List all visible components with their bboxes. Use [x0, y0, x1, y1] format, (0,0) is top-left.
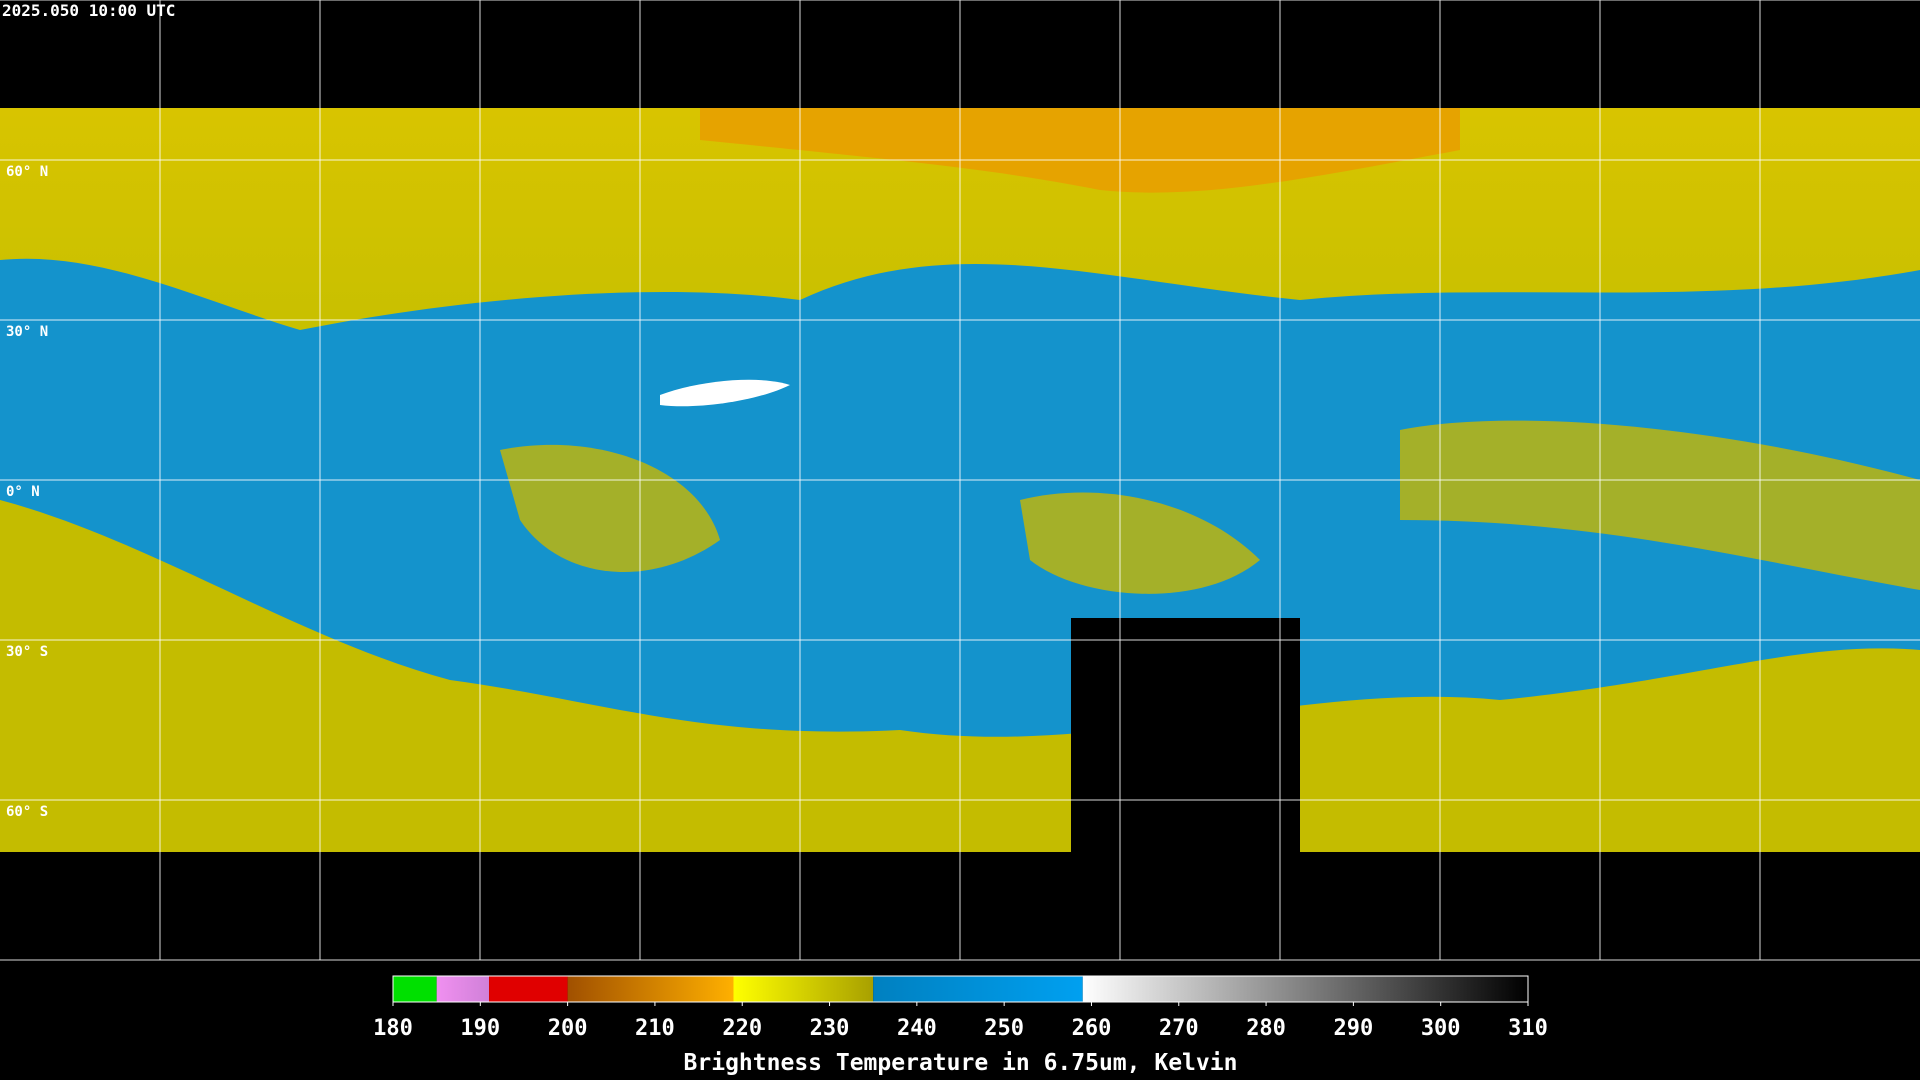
convection-west-pacific: [1400, 420, 1920, 590]
convection-south-america: [500, 444, 720, 573]
colorbar-tick-label: 300: [1421, 1016, 1461, 1041]
dry-patch: [660, 379, 790, 407]
colorbar-tick-label: 210: [635, 1016, 675, 1041]
colorbar-tick-label: 220: [722, 1016, 762, 1041]
colorbar-tick-label: 310: [1508, 1016, 1548, 1041]
colorbar-segment: [567, 976, 734, 1002]
colorbar-segment: [733, 976, 874, 1002]
colorbar-segment: [489, 976, 568, 1002]
timestamp: 2025.050 10:00 UTC: [2, 1, 175, 20]
colorbar-frame: [392, 975, 1529, 1003]
colorbar-label: Brightness Temperature in 6.75um, Kelvin: [684, 1050, 1238, 1076]
colorbar-tick-label: 180: [373, 1016, 413, 1041]
missing-data: [1071, 618, 1300, 852]
graticule: 60° N 30° N 0° N 30° S 60° S: [0, 0, 1920, 961]
colorbar-tick-label: 200: [548, 1016, 588, 1041]
colorbar: 180 190 200 210 220 230 240 250 260 270 280 290 300 3…: [373, 975, 1548, 1076]
colorbar-tick-label: 250: [984, 1016, 1024, 1041]
convection-africa: [1020, 492, 1260, 594]
lat-label: 60° S: [6, 804, 48, 820]
cold-band-north: [700, 108, 1460, 193]
colorbar-tick-label: 260: [1072, 1016, 1112, 1041]
colorbar-tick-label: 190: [460, 1016, 500, 1041]
colorbar-tick-label: 270: [1159, 1016, 1199, 1041]
colorbar-segment: [873, 976, 1083, 1002]
colorbar-segment: [1082, 976, 1528, 1002]
space-south: [0, 852, 308, 960]
colorbar-tick-label: 280: [1246, 1016, 1286, 1041]
colorbar-tick-label: 240: [897, 1016, 937, 1041]
colorbar-segment: [436, 976, 490, 1002]
lat-label: 30° N: [6, 324, 48, 340]
colorbar-segment: [393, 976, 437, 1002]
lat-label: 30° S: [6, 644, 48, 660]
colorbar-tick-label: 230: [810, 1016, 850, 1041]
lat-label: 60° N: [6, 164, 48, 180]
colorbar-tick-label: 290: [1334, 1016, 1374, 1041]
lat-label: 0° N: [6, 484, 40, 500]
